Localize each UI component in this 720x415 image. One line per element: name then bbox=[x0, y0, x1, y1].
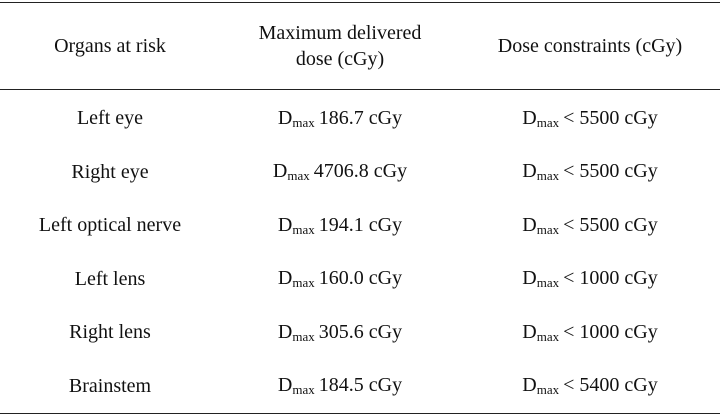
header-row: Organs at risk Maximum delivered dose (c… bbox=[0, 2, 720, 90]
dose-subscript: max bbox=[292, 114, 315, 130]
table-row: Left lens Dmax 160.0 cGy Dmax < 1000 cGy bbox=[0, 253, 720, 307]
dose-symbol: D bbox=[272, 160, 288, 183]
organ-cell: Left eye bbox=[76, 107, 144, 130]
column-header: Dose constraints (cGy) bbox=[497, 35, 683, 57]
dose-symbol: D bbox=[277, 106, 293, 129]
dose-value: 184.5 cGy bbox=[318, 374, 403, 397]
dose-subscript: max bbox=[536, 221, 560, 237]
dose-subscript: max bbox=[292, 221, 315, 237]
dose-value: 186.7 cGy bbox=[318, 106, 403, 129]
organ-cell: Right eye bbox=[71, 160, 149, 183]
dose-symbol: D bbox=[522, 320, 537, 343]
dose-cell: Dmax < 5500 cGy bbox=[460, 90, 720, 146]
dose-subscript: max bbox=[287, 168, 310, 184]
dose-symbol: D bbox=[522, 213, 537, 236]
table-row: Brainstem Dmax 184.5 cGy Dmax < 5400 cGy bbox=[0, 360, 720, 414]
dose-value: < 5500 cGy bbox=[563, 213, 658, 236]
table-row: Left eye Dmax 186.7 cGy Dmax < 5500 cGy bbox=[0, 90, 720, 146]
column-header: Organs at risk bbox=[54, 35, 166, 57]
dose-value: < 1000 cGy bbox=[563, 320, 658, 343]
dose-symbol: D bbox=[522, 106, 537, 129]
dose-value: < 5400 cGy bbox=[563, 374, 658, 397]
dose-cell: Dmax < 5400 cGy bbox=[460, 360, 720, 414]
dose-cell: Dmax 186.7 cGy bbox=[220, 90, 460, 146]
dose-cell: Dmax < 5500 cGy bbox=[460, 146, 720, 200]
dose-value: < 5500 cGy bbox=[563, 160, 658, 183]
dose-symbol: D bbox=[277, 374, 293, 397]
organ-cell: Left optical nerve bbox=[38, 214, 182, 237]
dose-cell: Dmax < 1000 cGy bbox=[460, 306, 720, 360]
organ-cell: Right lens bbox=[69, 321, 151, 344]
dose-symbol: D bbox=[277, 267, 293, 290]
dose-value: 194.1 cGy bbox=[318, 213, 403, 236]
table-row: Right lens Dmax 305.6 cGy Dmax < 1000 cGy bbox=[0, 306, 720, 360]
dose-cell: Dmax 305.6 cGy bbox=[220, 306, 460, 360]
dose-subscript: max bbox=[292, 382, 315, 398]
table-body: Left eye Dmax 186.7 cGy Dmax < 5500 cGy Right… bbox=[0, 90, 720, 414]
dose-symbol: D bbox=[522, 374, 537, 397]
organ-cell: Brainstem bbox=[68, 374, 152, 397]
dose-symbol: D bbox=[522, 267, 537, 290]
column-header: Maximum delivered dose (cGy) bbox=[258, 22, 422, 70]
dose-symbol: D bbox=[522, 160, 537, 183]
dose-value: < 5500 cGy bbox=[563, 106, 658, 129]
table-row: Right eye Dmax 4706.8 cGy Dmax < 5500 cGy bbox=[0, 146, 720, 200]
dose-subscript: max bbox=[536, 382, 560, 398]
dose-cell: Dmax < 5500 cGy bbox=[460, 199, 720, 253]
dose-cell: Dmax 194.1 cGy bbox=[220, 199, 460, 253]
dose-value: 160.0 cGy bbox=[318, 267, 403, 290]
dose-cell: Dmax 160.0 cGy bbox=[220, 253, 460, 307]
dose-subscript: max bbox=[292, 328, 315, 344]
dose-subscript: max bbox=[536, 275, 560, 291]
dose-value: 4706.8 cGy bbox=[313, 160, 408, 183]
dose-subscript: max bbox=[536, 328, 560, 344]
dose-cell: Dmax < 1000 cGy bbox=[460, 253, 720, 307]
table-head: Organs at risk Maximum delivered dose (c… bbox=[0, 2, 720, 90]
dose-value: 305.6 cGy bbox=[318, 320, 403, 343]
dose-subscript: max bbox=[536, 114, 560, 130]
dose-cell: Dmax 4706.8 cGy bbox=[220, 146, 460, 200]
dose-value: < 1000 cGy bbox=[563, 267, 658, 290]
table-row: Left optical nerve Dmax 194.1 cGy Dmax < 550… bbox=[0, 199, 720, 253]
dose-symbol: D bbox=[277, 213, 293, 236]
organ-cell: Left lens bbox=[74, 267, 146, 290]
dose-cell: Dmax 184.5 cGy bbox=[220, 360, 460, 414]
dose-subscript: max bbox=[536, 168, 560, 184]
dose-symbol: D bbox=[277, 320, 293, 343]
dose-subscript: max bbox=[292, 275, 315, 291]
